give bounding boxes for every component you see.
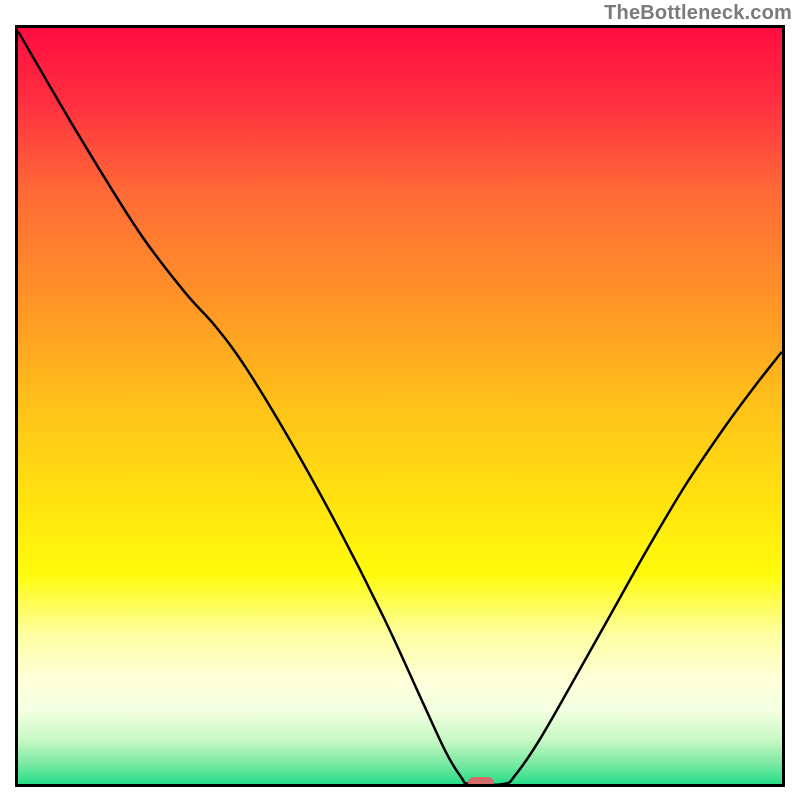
watermark-text: TheBottleneck.com — [604, 2, 792, 25]
curve-svg — [15, 25, 785, 787]
bottleneck-curve — [19, 33, 781, 785]
optimum-marker — [468, 777, 494, 787]
plot-area — [15, 25, 785, 787]
chart-root: { "watermark": { "text": "TheBottleneck.… — [0, 0, 800, 800]
